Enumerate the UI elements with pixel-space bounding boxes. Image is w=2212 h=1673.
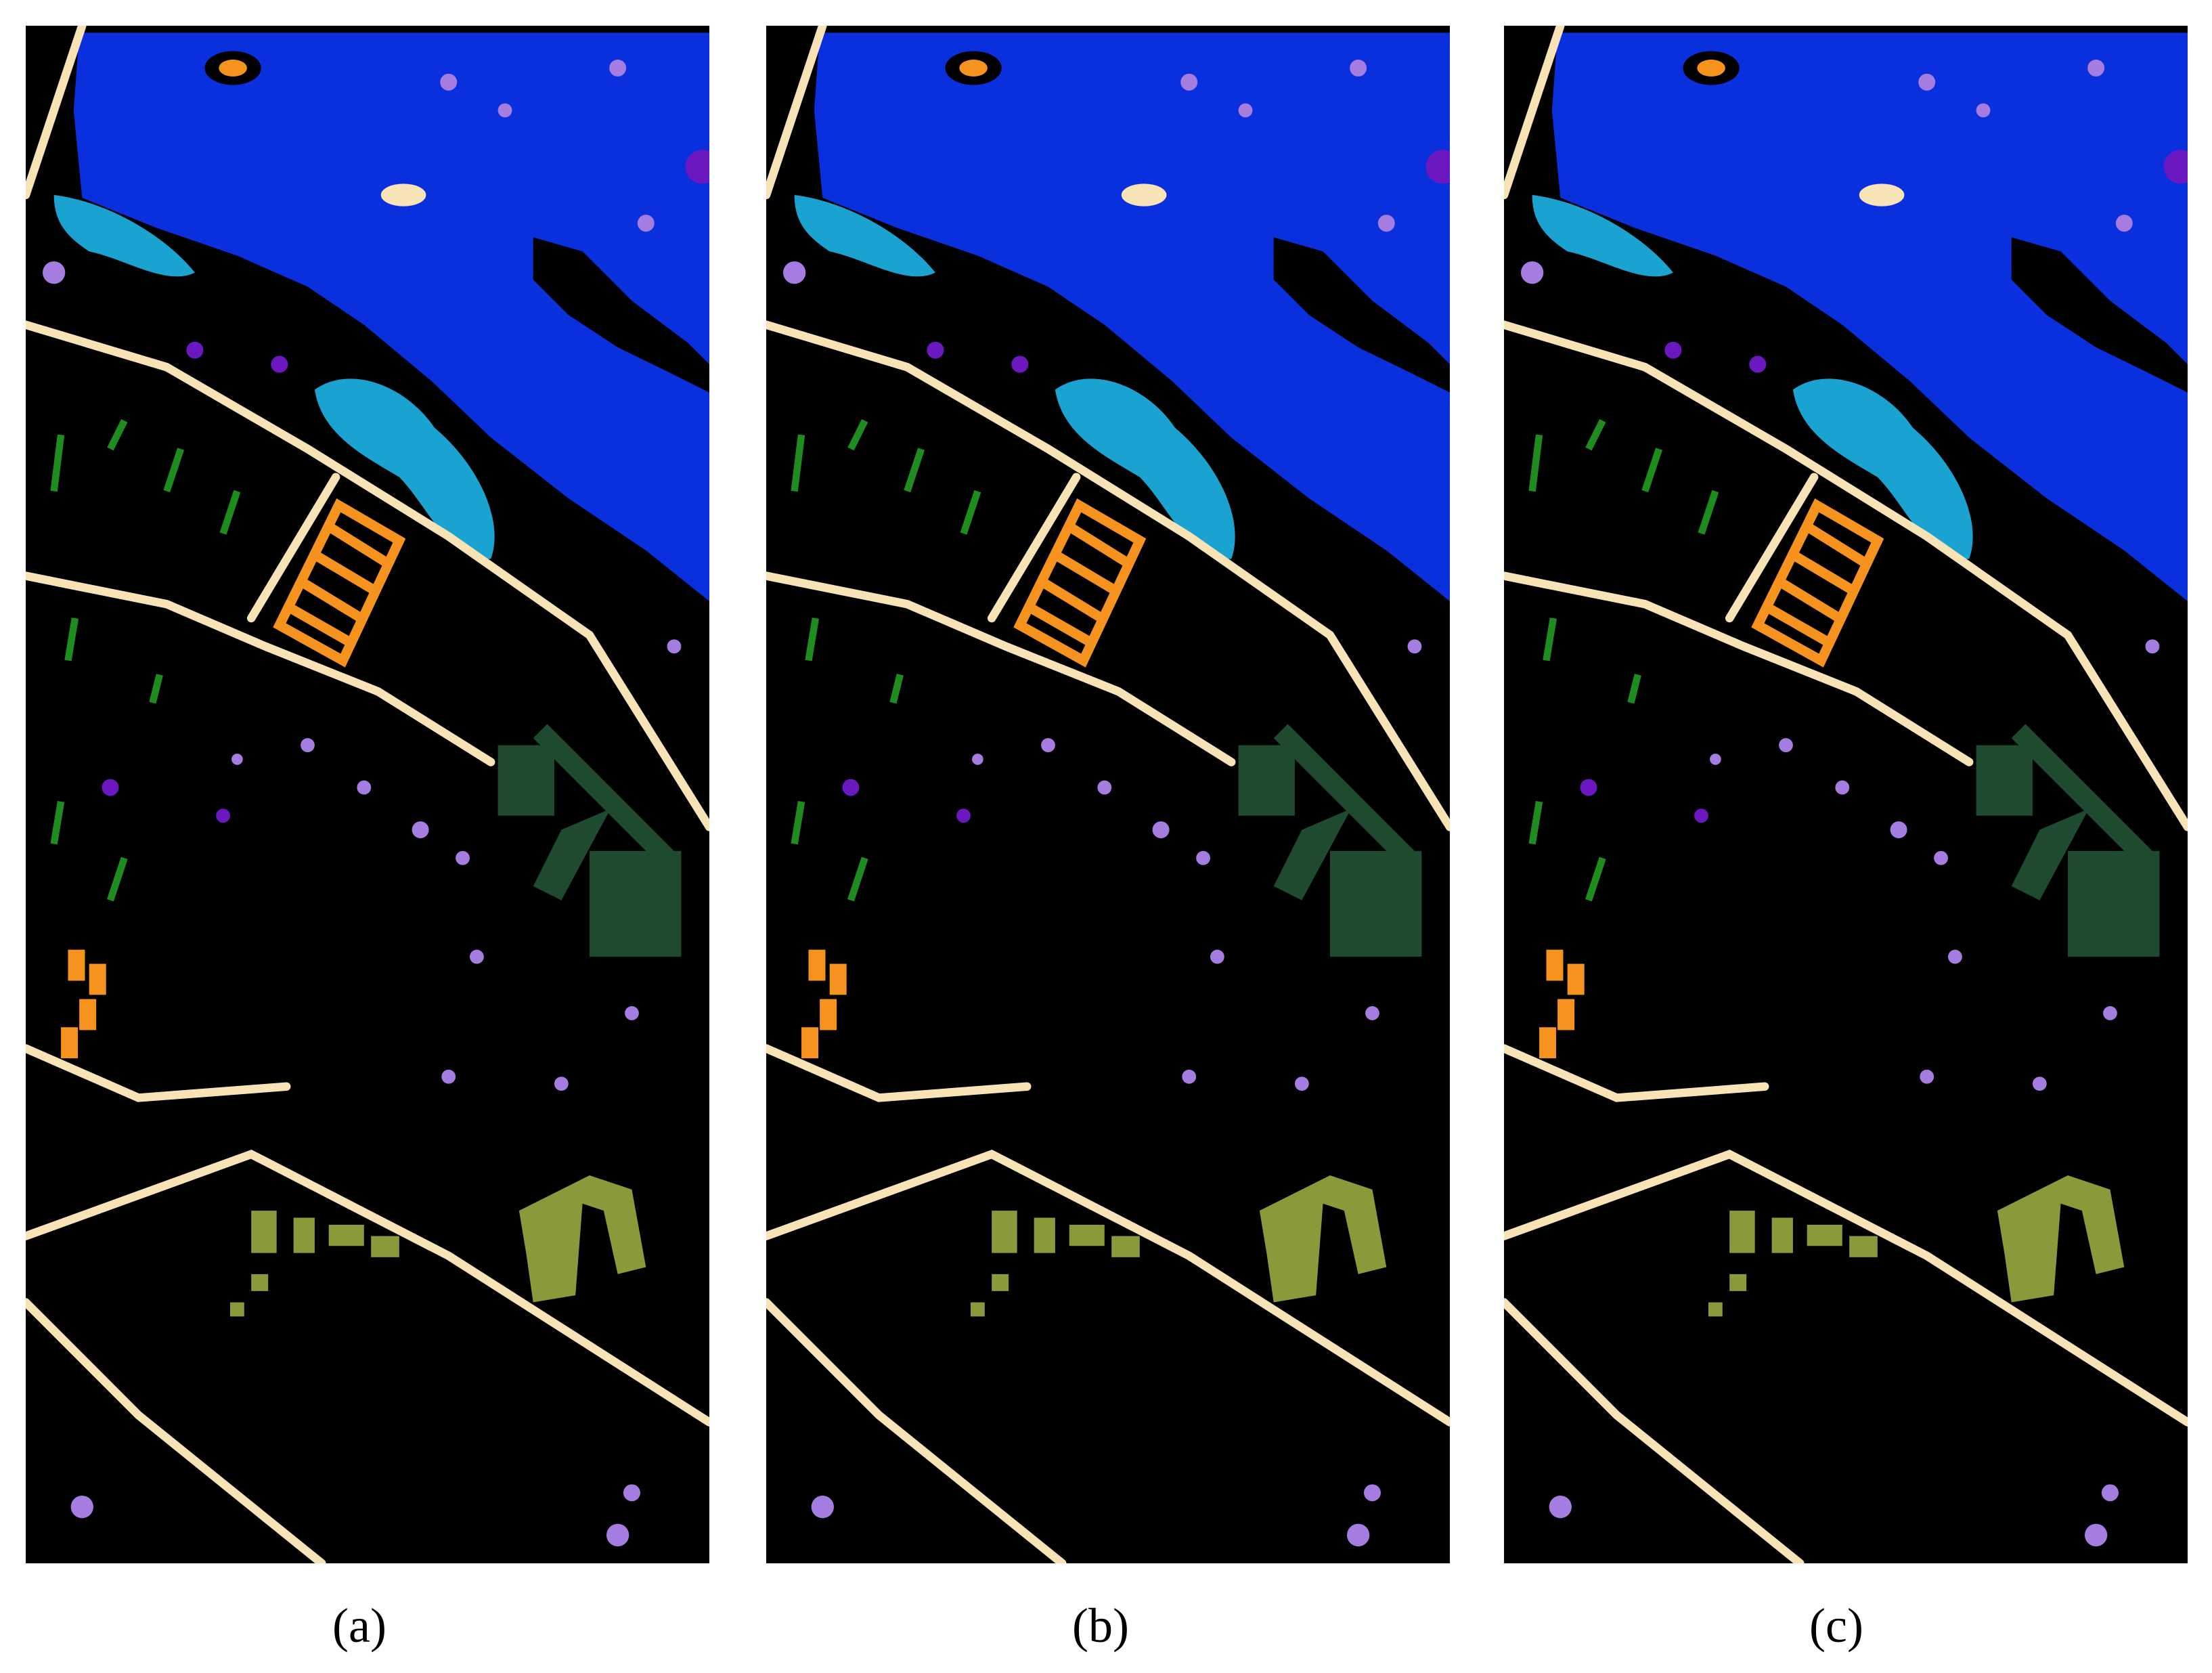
caption: (c) (1809, 1599, 1863, 1653)
caption: (b) (1072, 1599, 1129, 1653)
map-panel (1504, 26, 2188, 1563)
map-panel (766, 26, 1450, 1563)
map-panel (26, 26, 709, 1563)
caption: (a) (332, 1599, 386, 1653)
